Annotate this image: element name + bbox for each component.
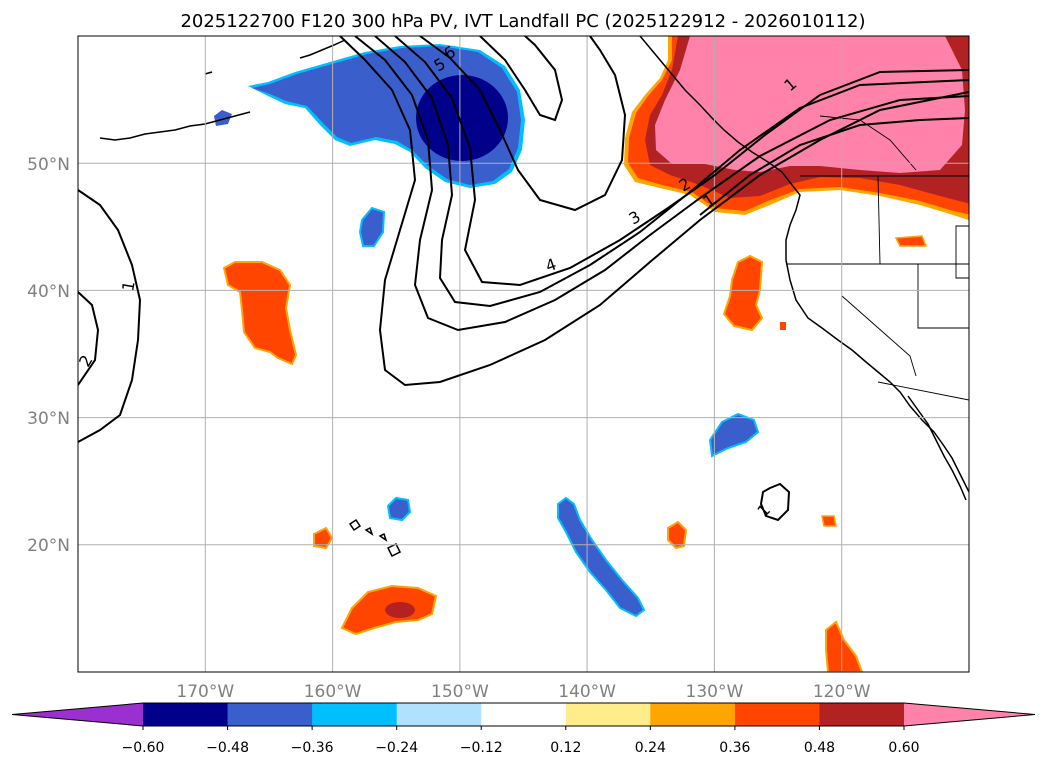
colorbar <box>11 702 1036 727</box>
anomaly-small-aleutian <box>214 110 232 126</box>
contour-3 <box>394 36 969 287</box>
colorbar-tick-label: 0.24 <box>635 740 666 756</box>
map-area: 1 2 2 3 4 5 6 1 1 1 <box>78 36 969 672</box>
anomaly-cp-positive <box>222 261 298 366</box>
contour-small-circle <box>759 482 791 522</box>
contour-inner <box>419 36 627 212</box>
colorbar-segment <box>396 703 482 726</box>
colorbar-segment <box>227 703 313 726</box>
colorbar-tick-label: −0.12 <box>460 740 503 756</box>
colorbar-tick-label: −0.60 <box>122 740 165 756</box>
anomaly-baja-positive <box>825 620 864 672</box>
y-tick-label: 20°N <box>27 536 70 556</box>
anomaly-subtrop-negative <box>708 412 760 458</box>
anomaly-hawaii-positive <box>313 526 334 550</box>
colorbar-extend-max <box>904 703 1035 726</box>
chart-title: 2025122700 F120 300 hPa PV, IVT Landfall… <box>180 11 865 32</box>
x-tick-label: 170°W <box>176 682 234 702</box>
colorbar-segment <box>734 703 820 726</box>
y-tick-label: 30°N <box>27 409 70 429</box>
y-tick-label: 50°N <box>27 155 70 175</box>
anomaly-ca-positive <box>722 254 764 332</box>
colorbar-tick-label: −0.36 <box>291 740 334 756</box>
x-axis-labels: 170°W 160°W 150°W 140°W 130°W 120°W <box>176 682 870 702</box>
colorbar-extend-min <box>12 703 143 726</box>
contour-5 <box>354 36 969 332</box>
colorbar-segment <box>481 703 567 726</box>
contour-1-west <box>78 189 142 443</box>
colorbar-tick-label: 0.12 <box>550 740 581 756</box>
contour-label-1a: 1 <box>118 279 138 292</box>
anomaly-ca-small1 <box>780 322 786 330</box>
state-boundaries <box>786 115 969 401</box>
colorbar-segment <box>650 703 736 726</box>
gridlines <box>78 36 969 672</box>
colorbar-ticks: −0.60 −0.48 −0.36 −0.24 −0.12 0.12 0.24 0.36 0.4… <box>122 726 920 756</box>
colorbar-tick-label: 0.48 <box>804 740 835 756</box>
contour-2-west <box>78 291 100 386</box>
colorbar-segment <box>565 703 651 726</box>
colorbar-tick-label: −0.24 <box>375 740 418 756</box>
x-tick-label: 140°W <box>558 682 616 702</box>
x-tick-label: 120°W <box>813 682 871 702</box>
map-frame <box>77 35 970 673</box>
coastlines <box>99 36 969 558</box>
colorbar-segment <box>312 703 398 726</box>
colorbar-tick-label: 0.36 <box>719 740 750 756</box>
anomaly-goa-core <box>416 75 508 161</box>
colorbar-segment <box>143 703 229 726</box>
contour-4 <box>374 36 969 308</box>
colorbar-segment <box>819 703 905 726</box>
y-axis-labels: 20°N 30°N 40°N 50°N <box>27 155 70 556</box>
x-tick-label: 130°W <box>686 682 744 702</box>
anomaly-hawaii-negative <box>386 496 412 522</box>
filled-anomalies <box>214 36 969 672</box>
x-tick-label: 160°W <box>304 682 362 702</box>
colorbar-tick-label: −0.48 <box>206 740 249 756</box>
contour-outer <box>339 36 969 387</box>
contour-right-1 <box>699 117 969 216</box>
colorbar-tick-label: 0.60 <box>888 740 919 756</box>
anomaly-ca-small2 <box>894 235 928 247</box>
anomaly-soh-core <box>385 602 415 618</box>
pv-contours <box>78 36 969 522</box>
y-tick-label: 40°N <box>27 282 70 302</box>
anomaly-nep-small <box>358 206 386 247</box>
anomaly-trop-positive <box>667 520 688 550</box>
x-tick-label: 150°W <box>431 682 489 702</box>
contour-small-top <box>479 36 564 122</box>
anomaly-trop-band <box>557 496 646 618</box>
anomaly-baja-small <box>821 515 837 527</box>
